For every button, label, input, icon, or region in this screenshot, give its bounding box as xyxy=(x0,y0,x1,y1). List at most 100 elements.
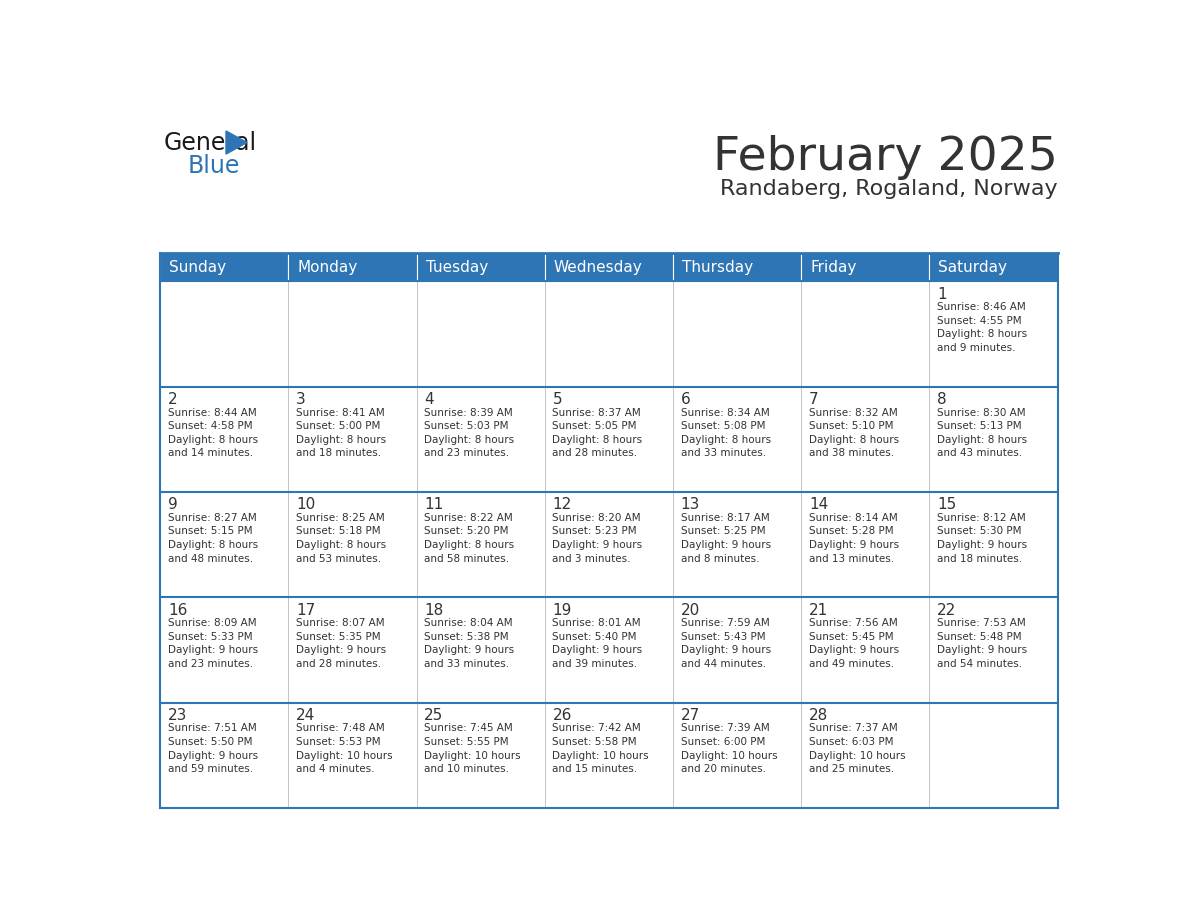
Text: Sunrise: 8:04 AM
Sunset: 5:38 PM
Daylight: 9 hours
and 33 minutes.: Sunrise: 8:04 AM Sunset: 5:38 PM Dayligh… xyxy=(424,618,514,669)
Text: General: General xyxy=(164,131,257,155)
Text: Thursday: Thursday xyxy=(682,260,753,274)
Bar xyxy=(801,598,929,702)
Text: Monday: Monday xyxy=(297,260,358,274)
Bar xyxy=(929,598,1057,702)
Text: 11: 11 xyxy=(424,498,443,512)
Bar xyxy=(289,492,417,598)
Text: 3: 3 xyxy=(296,392,305,408)
Text: Sunrise: 8:44 AM
Sunset: 4:58 PM
Daylight: 8 hours
and 14 minutes.: Sunrise: 8:44 AM Sunset: 4:58 PM Dayligh… xyxy=(168,408,258,458)
Bar xyxy=(545,386,672,492)
Bar xyxy=(801,492,929,598)
Text: 2: 2 xyxy=(168,392,177,408)
Text: Sunrise: 8:17 AM
Sunset: 5:25 PM
Daylight: 9 hours
and 8 minutes.: Sunrise: 8:17 AM Sunset: 5:25 PM Dayligh… xyxy=(681,513,771,564)
Bar xyxy=(417,702,545,808)
Text: 5: 5 xyxy=(552,392,562,408)
Text: Sunday: Sunday xyxy=(169,260,226,274)
Text: Saturday: Saturday xyxy=(939,260,1007,274)
Text: Tuesday: Tuesday xyxy=(425,260,488,274)
Text: Sunrise: 8:14 AM
Sunset: 5:28 PM
Daylight: 9 hours
and 13 minutes.: Sunrise: 8:14 AM Sunset: 5:28 PM Dayligh… xyxy=(809,513,899,564)
Text: 15: 15 xyxy=(937,498,956,512)
Text: 18: 18 xyxy=(424,602,443,618)
Bar xyxy=(417,282,545,386)
Text: Sunrise: 7:45 AM
Sunset: 5:55 PM
Daylight: 10 hours
and 10 minutes.: Sunrise: 7:45 AM Sunset: 5:55 PM Dayligh… xyxy=(424,723,520,774)
Bar xyxy=(545,282,672,386)
Bar xyxy=(160,702,289,808)
Text: Sunrise: 7:42 AM
Sunset: 5:58 PM
Daylight: 10 hours
and 15 minutes.: Sunrise: 7:42 AM Sunset: 5:58 PM Dayligh… xyxy=(552,723,649,774)
Text: 26: 26 xyxy=(552,708,571,722)
Bar xyxy=(417,386,545,492)
Text: 23: 23 xyxy=(168,708,188,722)
Text: 20: 20 xyxy=(681,602,700,618)
Text: Sunrise: 8:22 AM
Sunset: 5:20 PM
Daylight: 8 hours
and 58 minutes.: Sunrise: 8:22 AM Sunset: 5:20 PM Dayligh… xyxy=(424,513,514,564)
Text: Sunrise: 8:07 AM
Sunset: 5:35 PM
Daylight: 9 hours
and 28 minutes.: Sunrise: 8:07 AM Sunset: 5:35 PM Dayligh… xyxy=(296,618,386,669)
Text: Sunrise: 7:51 AM
Sunset: 5:50 PM
Daylight: 9 hours
and 59 minutes.: Sunrise: 7:51 AM Sunset: 5:50 PM Dayligh… xyxy=(168,723,258,774)
Text: Sunrise: 8:39 AM
Sunset: 5:03 PM
Daylight: 8 hours
and 23 minutes.: Sunrise: 8:39 AM Sunset: 5:03 PM Dayligh… xyxy=(424,408,514,458)
Bar xyxy=(289,282,417,386)
Text: 19: 19 xyxy=(552,602,571,618)
Bar xyxy=(672,282,801,386)
Bar xyxy=(672,492,801,598)
Bar xyxy=(801,253,929,282)
Text: Sunrise: 7:37 AM
Sunset: 6:03 PM
Daylight: 10 hours
and 25 minutes.: Sunrise: 7:37 AM Sunset: 6:03 PM Dayligh… xyxy=(809,723,905,774)
Text: Sunrise: 8:32 AM
Sunset: 5:10 PM
Daylight: 8 hours
and 38 minutes.: Sunrise: 8:32 AM Sunset: 5:10 PM Dayligh… xyxy=(809,408,899,458)
Bar xyxy=(160,386,289,492)
Text: Blue: Blue xyxy=(188,154,240,178)
Bar xyxy=(289,702,417,808)
Text: Sunrise: 8:20 AM
Sunset: 5:23 PM
Daylight: 9 hours
and 3 minutes.: Sunrise: 8:20 AM Sunset: 5:23 PM Dayligh… xyxy=(552,513,643,564)
Text: Sunrise: 7:39 AM
Sunset: 6:00 PM
Daylight: 10 hours
and 20 minutes.: Sunrise: 7:39 AM Sunset: 6:00 PM Dayligh… xyxy=(681,723,777,774)
Bar xyxy=(160,253,289,282)
Text: Sunrise: 8:09 AM
Sunset: 5:33 PM
Daylight: 9 hours
and 23 minutes.: Sunrise: 8:09 AM Sunset: 5:33 PM Dayligh… xyxy=(168,618,258,669)
Text: Sunrise: 8:37 AM
Sunset: 5:05 PM
Daylight: 8 hours
and 28 minutes.: Sunrise: 8:37 AM Sunset: 5:05 PM Dayligh… xyxy=(552,408,643,458)
Text: 28: 28 xyxy=(809,708,828,722)
Text: 21: 21 xyxy=(809,602,828,618)
Bar xyxy=(545,253,672,282)
Bar xyxy=(289,598,417,702)
Text: Randaberg, Rogaland, Norway: Randaberg, Rogaland, Norway xyxy=(720,179,1057,199)
Text: 7: 7 xyxy=(809,392,819,408)
Bar xyxy=(672,386,801,492)
Text: 8: 8 xyxy=(937,392,947,408)
Bar xyxy=(417,492,545,598)
Bar xyxy=(545,492,672,598)
Text: 14: 14 xyxy=(809,498,828,512)
Bar xyxy=(929,253,1057,282)
Text: 25: 25 xyxy=(424,708,443,722)
Bar xyxy=(289,253,417,282)
Text: Sunrise: 8:34 AM
Sunset: 5:08 PM
Daylight: 8 hours
and 33 minutes.: Sunrise: 8:34 AM Sunset: 5:08 PM Dayligh… xyxy=(681,408,771,458)
Bar xyxy=(929,282,1057,386)
Text: 13: 13 xyxy=(681,498,700,512)
Bar xyxy=(672,598,801,702)
Bar xyxy=(929,492,1057,598)
Text: Sunrise: 7:56 AM
Sunset: 5:45 PM
Daylight: 9 hours
and 49 minutes.: Sunrise: 7:56 AM Sunset: 5:45 PM Dayligh… xyxy=(809,618,899,669)
Text: Sunrise: 7:59 AM
Sunset: 5:43 PM
Daylight: 9 hours
and 44 minutes.: Sunrise: 7:59 AM Sunset: 5:43 PM Dayligh… xyxy=(681,618,771,669)
Text: Sunrise: 7:48 AM
Sunset: 5:53 PM
Daylight: 10 hours
and 4 minutes.: Sunrise: 7:48 AM Sunset: 5:53 PM Dayligh… xyxy=(296,723,393,774)
Polygon shape xyxy=(226,131,247,154)
Bar xyxy=(160,282,289,386)
Text: February 2025: February 2025 xyxy=(713,135,1057,180)
Text: Wednesday: Wednesday xyxy=(554,260,643,274)
Text: 1: 1 xyxy=(937,286,947,302)
Bar xyxy=(801,702,929,808)
Text: Sunrise: 8:27 AM
Sunset: 5:15 PM
Daylight: 8 hours
and 48 minutes.: Sunrise: 8:27 AM Sunset: 5:15 PM Dayligh… xyxy=(168,513,258,564)
Bar xyxy=(160,492,289,598)
Text: 16: 16 xyxy=(168,602,188,618)
Bar xyxy=(672,253,801,282)
Text: 22: 22 xyxy=(937,602,956,618)
Text: 17: 17 xyxy=(296,602,315,618)
Text: Sunrise: 8:41 AM
Sunset: 5:00 PM
Daylight: 8 hours
and 18 minutes.: Sunrise: 8:41 AM Sunset: 5:00 PM Dayligh… xyxy=(296,408,386,458)
Text: 24: 24 xyxy=(296,708,315,722)
Bar xyxy=(289,386,417,492)
Text: 4: 4 xyxy=(424,392,434,408)
Bar xyxy=(417,253,545,282)
Text: Sunrise: 7:53 AM
Sunset: 5:48 PM
Daylight: 9 hours
and 54 minutes.: Sunrise: 7:53 AM Sunset: 5:48 PM Dayligh… xyxy=(937,618,1028,669)
Bar xyxy=(417,598,545,702)
Text: 10: 10 xyxy=(296,498,315,512)
Text: 9: 9 xyxy=(168,498,177,512)
Bar xyxy=(545,598,672,702)
Text: Friday: Friday xyxy=(810,260,857,274)
Bar xyxy=(160,598,289,702)
Bar xyxy=(929,386,1057,492)
Text: Sunrise: 8:12 AM
Sunset: 5:30 PM
Daylight: 9 hours
and 18 minutes.: Sunrise: 8:12 AM Sunset: 5:30 PM Dayligh… xyxy=(937,513,1028,564)
Bar xyxy=(801,386,929,492)
Text: Sunrise: 8:30 AM
Sunset: 5:13 PM
Daylight: 8 hours
and 43 minutes.: Sunrise: 8:30 AM Sunset: 5:13 PM Dayligh… xyxy=(937,408,1028,458)
